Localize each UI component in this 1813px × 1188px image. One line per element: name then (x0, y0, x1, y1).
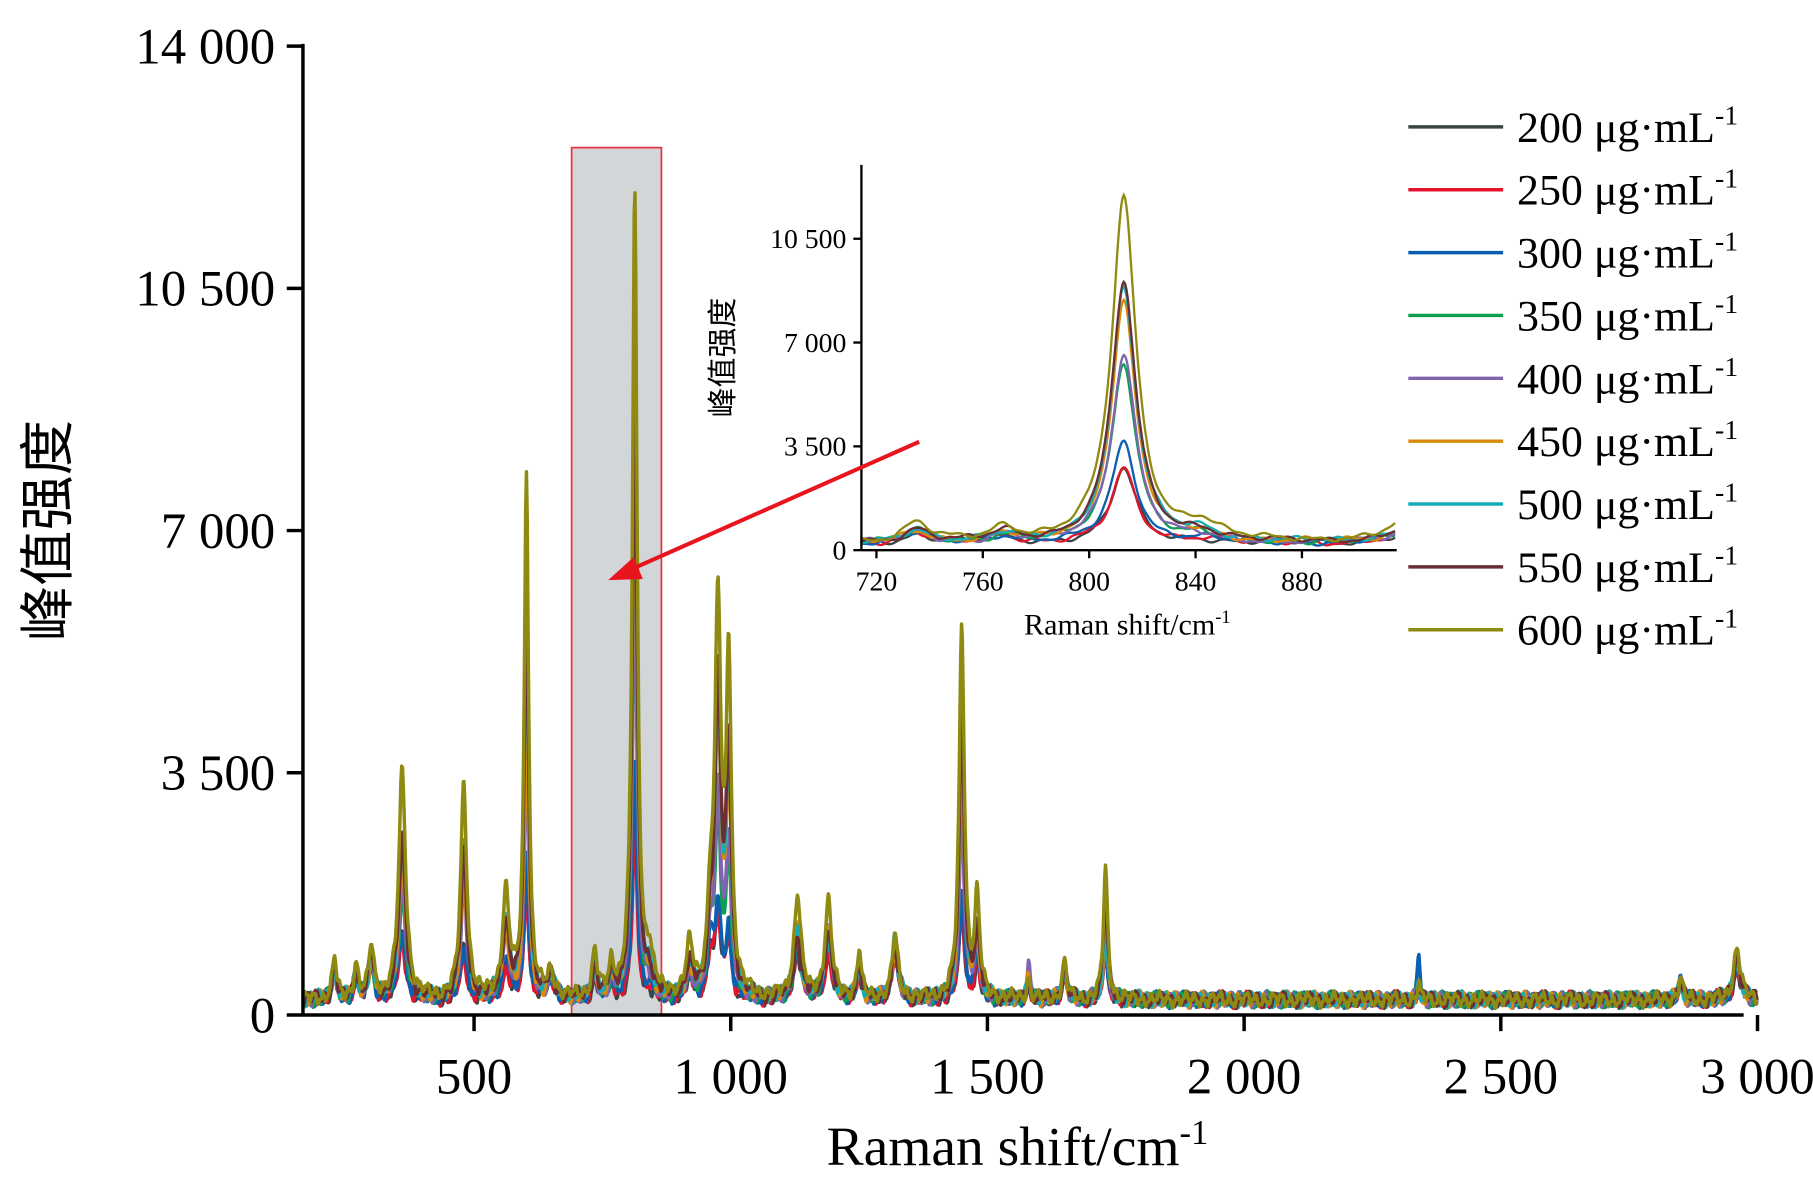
inset-series-group (859, 192, 1396, 547)
legend-label-text: 600 μg·mL (1517, 607, 1715, 655)
inset-y-tick-label: 7 000 (784, 327, 846, 358)
inset-y-tick-label: 3 500 (784, 431, 846, 462)
legend-label-text: 250 μg·mL (1517, 167, 1715, 215)
x-axis-label: Raman shift/cm-1 (827, 1114, 1209, 1177)
inset-series-line-600 (860, 192, 1396, 543)
y-tick-label: 0 (250, 987, 275, 1043)
legend-label: 400 μg·mL-1 (1517, 351, 1738, 403)
legend-label-sup: -1 (1715, 162, 1738, 193)
legend-label: 300 μg·mL-1 (1517, 225, 1738, 277)
legend-label-sup: -1 (1715, 477, 1738, 508)
legend-label-text: 550 μg·mL (1517, 544, 1715, 592)
inset-x-tick-label: 720 (856, 566, 898, 597)
legend-label-text: 500 μg·mL (1517, 481, 1715, 529)
zoom-arrow (608, 439, 921, 581)
legend-label: 450 μg·mL-1 (1517, 414, 1738, 466)
main-ticks-group: 0 3 500 7 000 10 500 14 000 500 1 000 1 500 2 00… (135, 18, 1813, 1104)
x-tick-label: 3 000 (1700, 1048, 1813, 1104)
series-line-600 (301, 191, 1759, 1011)
inset-series-line-250 (860, 466, 1396, 547)
main-series-group (301, 191, 1759, 1011)
legend-label-text: 200 μg·mL (1517, 104, 1715, 152)
legend-label: 550 μg·mL-1 (1517, 540, 1738, 592)
legend-label-text: 350 μg·mL (1517, 292, 1715, 340)
legend-label: 350 μg·mL-1 (1517, 288, 1738, 340)
legend-label: 200 μg·mL-1 (1517, 100, 1738, 152)
highlight-region (570, 146, 663, 1016)
inset-x-axis-label-sup: -1 (1215, 607, 1230, 627)
legend-label-text: 450 μg·mL (1517, 418, 1715, 466)
inset-x-axis-label: Raman shift/cm-1 (1024, 607, 1231, 642)
x-tick-label: 1 000 (674, 1048, 788, 1104)
inset-ticks-group: 0 3 500 7 000 10 500 720 760 800 840 880 (770, 223, 1323, 597)
y-tick-label: 7 000 (161, 503, 275, 559)
x-tick-label: 2 500 (1444, 1048, 1558, 1104)
legend-label: 600 μg·mL-1 (1517, 602, 1738, 654)
legend-label-sup: -1 (1715, 100, 1738, 131)
x-tick-label: 2 000 (1187, 1048, 1301, 1104)
inset-y-tick-label: 0 (832, 534, 846, 565)
inset-series-line-550 (859, 279, 1396, 544)
inset-x-tick-label: 760 (962, 566, 1004, 597)
x-axis-label-text: Raman shift/cm (827, 1116, 1180, 1177)
inset-x-tick-label: 880 (1281, 566, 1323, 597)
inset-series-line-450 (860, 297, 1396, 544)
legend-label-sup: -1 (1715, 225, 1738, 256)
y-tick-label: 14 000 (135, 18, 275, 74)
y-tick-label: 3 500 (161, 745, 275, 801)
legend-label-sup: -1 (1715, 540, 1738, 571)
legend-label-text: 300 μg·mL (1517, 230, 1715, 278)
legend-label-sup: -1 (1715, 351, 1738, 382)
x-tick-label: 1 500 (930, 1048, 1044, 1104)
legend-label: 500 μg·mL-1 (1517, 477, 1738, 529)
legend-label-text: 400 μg·mL (1517, 355, 1715, 403)
y-tick-label: 10 500 (135, 261, 275, 317)
inset-x-tick-label: 800 (1068, 566, 1110, 597)
y-axis-label: 峰值强度 (18, 420, 79, 641)
x-tick-label: 500 (436, 1048, 512, 1104)
x-axis-label-sup: -1 (1180, 1114, 1209, 1152)
inset-x-tick-label: 840 (1175, 566, 1217, 597)
inset-series-line-350 (860, 362, 1396, 546)
legend-label-sup: -1 (1715, 602, 1738, 633)
inset-series-line-300 (860, 439, 1396, 547)
inset-y-tick-label: 10 500 (770, 223, 846, 254)
inset-y-axis-label: 峰值强度 (707, 298, 740, 418)
legend-label-sup: -1 (1715, 288, 1738, 319)
legend-label-sup: -1 (1715, 414, 1738, 445)
inset-x-axis-label-text: Raman shift/cm (1024, 608, 1215, 641)
legend-label: 250 μg·mL-1 (1517, 162, 1738, 214)
